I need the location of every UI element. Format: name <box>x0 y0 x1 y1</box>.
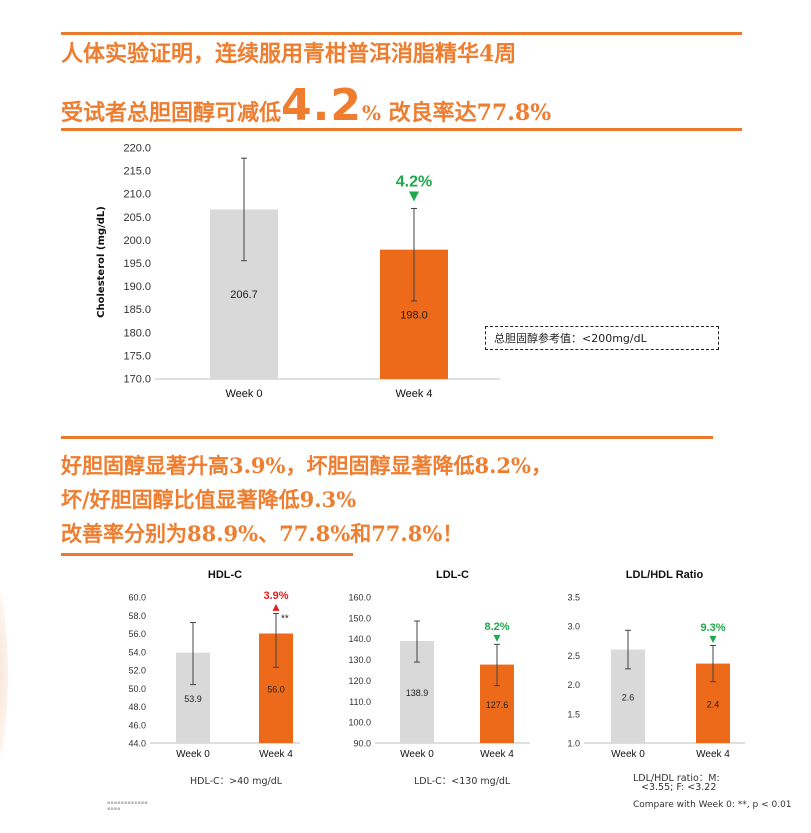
ratio-reference-note-line-2: <3.55; F: <3.22 <box>641 782 717 793</box>
hdl-y-tick-label: 58.0 <box>128 611 146 621</box>
ratio-y-tick-label: 2.0 <box>567 680 580 690</box>
hdl-significance-marker: ** <box>281 613 289 624</box>
ratio-down-arrow-icon <box>709 635 717 643</box>
hdl-y-tick-label: 48.0 <box>128 702 146 712</box>
hdl-category-label: Week 4 <box>259 749 293 760</box>
headline-big-number: 4.2 <box>281 80 362 131</box>
hdl-value-label: 53.9 <box>184 694 202 704</box>
hdl-y-tick-label: 46.0 <box>128 720 146 730</box>
headline-line-1: 人体实验证明，连续服用青柑普洱消脂精华4周 <box>61 41 517 67</box>
ldl-y-tick-label: 140.0 <box>348 634 371 644</box>
ldl-y-tick-label: 120.0 <box>348 676 371 686</box>
ratio-value-label: 2.6 <box>622 692 635 702</box>
hdl-up-arrow-icon <box>272 603 280 611</box>
total-category-label: Week 4 <box>395 388 432 400</box>
total-y-tick-label: 210.0 <box>123 189 151 201</box>
total-y-tick-label: 185.0 <box>123 304 151 316</box>
ldl-y-tick-label: 130.0 <box>348 655 371 665</box>
total-y-tick-label: 180.0 <box>123 327 151 339</box>
hdl-change-label: 3.9% <box>263 590 288 602</box>
ratio-y-tick-label: 1.5 <box>567 709 580 719</box>
ratio-reference-note-line-1: LDL/HDL ratio：M: <box>633 773 720 784</box>
headline-line-2-suffix: 改良率达77.8% <box>380 100 552 126</box>
section-2-underline <box>61 553 353 556</box>
hdl-reference-note: HDL-C：>40 mg/dL <box>190 776 283 787</box>
headline-line-2-prefix: 受试者总胆固醇可减低 <box>61 100 282 126</box>
ratio-chart-title: LDL/HDL Ratio <box>626 569 704 581</box>
reference-value-box: 总胆固醇参考值：<200mg/dL <box>485 326 719 350</box>
total-y-tick-label: 220.0 <box>123 143 151 155</box>
ldl-change-label: 8.2% <box>484 621 509 633</box>
ldl-chart-title: LDL-C <box>436 569 469 581</box>
ldl-y-tick-label: 150.0 <box>348 613 371 623</box>
ratio-value-label: 2.4 <box>707 699 720 709</box>
ratio-change-label: 9.3% <box>700 622 725 634</box>
ldl-y-tick-label: 100.0 <box>348 718 371 728</box>
hdl-y-tick-label: 44.0 <box>128 739 146 749</box>
significance-note: Compare with Week 0: **, p < 0.01 <box>633 800 792 810</box>
total-y-tick-label: 190.0 <box>123 281 151 293</box>
headline-underline <box>61 128 742 131</box>
headline-line-2: 受试者总胆固醇可减低4.2% 改良率达77.8% <box>61 80 551 131</box>
faint-watermark-text: ▪▪▪▪▪▪▪▪▪▪▪▪ ▪▪▪▪ <box>107 800 148 812</box>
total-y-tick-label: 205.0 <box>123 212 151 224</box>
ldl-value-label: 127.6 <box>486 700 509 710</box>
total-y-tick-label: 200.0 <box>123 235 151 247</box>
total-y-tick-label: 215.0 <box>123 166 151 178</box>
ldl-category-label: Week 0 <box>400 749 434 760</box>
ldl-category-label: Week 4 <box>480 749 514 760</box>
hdl-chart-title: HDL-C <box>208 569 242 581</box>
total-y-tick-label: 195.0 <box>123 258 151 270</box>
top-rule <box>61 32 742 35</box>
ratio-category-label: Week 4 <box>696 749 730 760</box>
left-edge-decoration <box>0 590 8 760</box>
ratio-category-label: Week 0 <box>611 749 645 760</box>
hdl-y-tick-label: 50.0 <box>128 684 146 694</box>
ldl-y-tick-label: 110.0 <box>349 697 371 707</box>
section-2-line-1: 好胆固醇显著升高3.9%，坏胆固醇显著降低8.2%， <box>61 453 552 478</box>
hdl-y-tick-label: 56.0 <box>128 629 146 639</box>
total-y-axis-label: Cholesterol (mg/dL) <box>96 206 107 318</box>
ldl-down-arrow-icon <box>493 634 501 642</box>
hdl-value-label: 56.0 <box>267 684 285 694</box>
section-2-line-3: 改善率分别为88.9%、77.8%和77.8%！ <box>61 521 464 546</box>
total-value-label: 198.0 <box>400 309 428 321</box>
headline-percent: % <box>361 101 381 125</box>
total-y-tick-label: 170.0 <box>123 374 151 386</box>
total-down-arrow-icon <box>409 191 419 202</box>
ratio-y-tick-label: 2.5 <box>567 651 580 661</box>
ratio-y-tick-label: 3.5 <box>567 593 580 603</box>
ratio-y-tick-label: 1.0 <box>567 739 580 749</box>
total-value-label: 206.7 <box>230 289 258 301</box>
ldl-y-tick-label: 160.0 <box>348 593 371 603</box>
section-2-top-rule <box>61 436 713 439</box>
ldl-reference-note: LDL-C：<130 mg/dL <box>414 776 511 787</box>
total-change-label: 4.2% <box>396 174 432 191</box>
hdl-category-label: Week 0 <box>176 749 210 760</box>
hdl-y-tick-label: 60.0 <box>128 593 146 603</box>
hdl-y-tick-label: 52.0 <box>128 666 146 676</box>
total-category-label: Week 0 <box>225 388 262 400</box>
hdl-y-tick-label: 54.0 <box>128 647 146 657</box>
section-2-line-2: 坏/好胆固醇比值显著降低9.3% <box>61 487 357 512</box>
ldl-y-tick-label: 90.0 <box>353 739 371 749</box>
ratio-y-tick-label: 3.0 <box>567 622 580 632</box>
total-y-tick-label: 175.0 <box>123 350 151 362</box>
ldl-value-label: 138.9 <box>406 688 429 698</box>
